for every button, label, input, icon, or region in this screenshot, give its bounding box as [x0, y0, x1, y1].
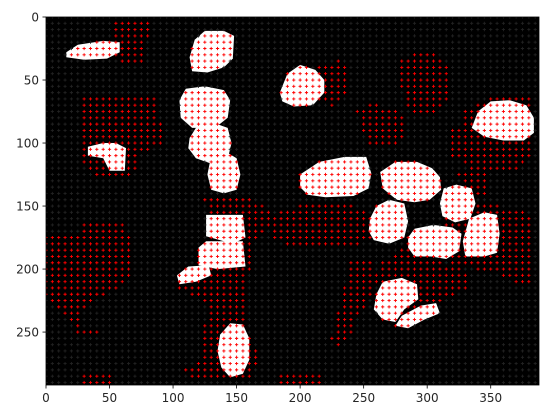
y-tick-label: 100 — [16, 136, 39, 150]
x-tick-label: 350 — [479, 391, 502, 405]
y-tick-label: 200 — [16, 262, 39, 276]
white-region-r12 — [408, 225, 461, 259]
white-region-r16 — [199, 241, 246, 269]
y-tick-label: 250 — [16, 325, 39, 339]
x-tick-label: 100 — [162, 391, 185, 405]
y-tick-label: 150 — [16, 199, 39, 213]
x-tick-label: 0 — [42, 391, 50, 405]
x-tick-label: 250 — [352, 391, 375, 405]
white-region-r11 — [440, 185, 476, 223]
y-tick-label: 0 — [31, 10, 39, 24]
plot-area — [44, 15, 539, 385]
x-tick-label: 150 — [225, 391, 248, 405]
x-tick-label: 50 — [102, 391, 117, 405]
y-tick-label: 50 — [24, 73, 39, 87]
x-tick-label: 300 — [416, 391, 439, 405]
x-tick-label: 200 — [289, 391, 312, 405]
